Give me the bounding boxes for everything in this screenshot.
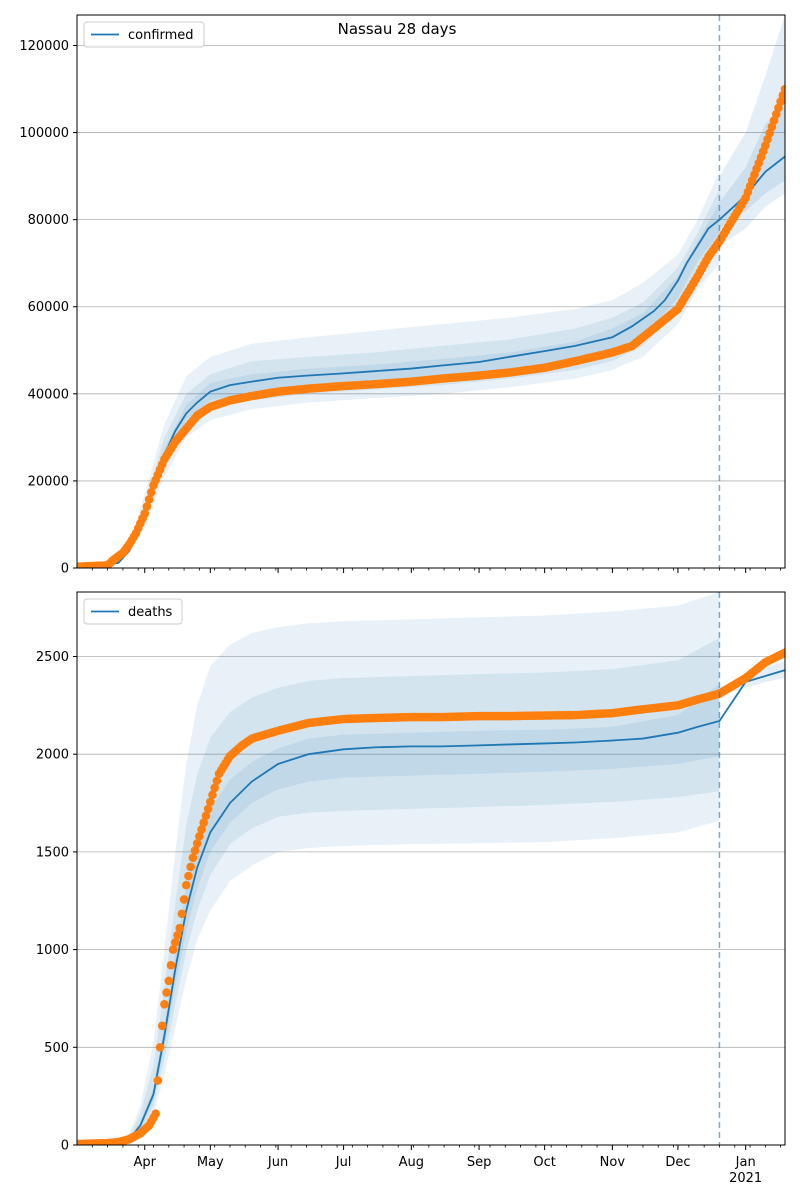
observed-point bbox=[153, 1076, 163, 1085]
observed-point bbox=[164, 976, 174, 986]
chart-panel-2: 0 500 1000 1500 2000 2500 Apr May Jun Jul Aug Sep Oc… bbox=[36, 591, 786, 1186]
y-tick-label: 20000 bbox=[28, 474, 69, 489]
y-tick-label: 0 bbox=[61, 562, 69, 577]
x-tick-label: Sep bbox=[467, 1155, 492, 1170]
x-tick-label: Oct bbox=[533, 1155, 555, 1170]
observed-point bbox=[160, 1000, 169, 1009]
observed-point bbox=[778, 91, 785, 100]
observed-point bbox=[197, 825, 206, 834]
figure-title: Nassau 28 days bbox=[337, 20, 457, 38]
y-tick-label: 60000 bbox=[28, 300, 69, 315]
x-tick-label: Aug bbox=[399, 1155, 424, 1170]
confidence-bands bbox=[77, 592, 785, 1145]
legend: deaths bbox=[83, 598, 183, 625]
x-tick-year-label: 2021 bbox=[729, 1171, 762, 1186]
y-tick-label: 500 bbox=[44, 1041, 69, 1056]
y-tick-label: 0 bbox=[61, 1139, 69, 1154]
observed-point bbox=[179, 895, 189, 904]
observed-point bbox=[195, 831, 204, 841]
confidence-bands bbox=[77, 15, 785, 568]
y-tick-label: 120000 bbox=[19, 39, 69, 54]
observed-point bbox=[142, 502, 152, 511]
plot-area bbox=[77, 15, 785, 568]
observed-point bbox=[144, 495, 154, 504]
legend: confirmed bbox=[83, 21, 205, 48]
y-tick-label: 1500 bbox=[36, 845, 69, 860]
legend-box bbox=[83, 598, 183, 625]
observed-point bbox=[140, 509, 150, 518]
observed-point bbox=[188, 853, 198, 863]
observed-points bbox=[77, 84, 785, 568]
y-tick-label: 2500 bbox=[36, 650, 69, 665]
observed-point bbox=[157, 1021, 167, 1031]
x-tick-label: Apr bbox=[133, 1155, 156, 1170]
observed-point bbox=[192, 839, 202, 848]
observed-point bbox=[168, 945, 178, 954]
observed-point bbox=[171, 938, 180, 947]
observed-point bbox=[780, 648, 785, 657]
legend-box bbox=[83, 21, 205, 48]
observed-point bbox=[212, 776, 222, 786]
observed-point bbox=[201, 811, 211, 821]
plot-area bbox=[77, 592, 785, 1145]
band-middle bbox=[77, 637, 720, 1145]
observed-point bbox=[780, 84, 785, 94]
x-tick-label: Nov bbox=[600, 1155, 626, 1170]
observed-point bbox=[162, 988, 171, 997]
observed-point bbox=[166, 960, 176, 970]
observed-point bbox=[177, 909, 187, 919]
band-inner bbox=[77, 683, 720, 1145]
observed-point bbox=[186, 862, 195, 872]
observed-point bbox=[203, 804, 213, 814]
forecast-band-outer bbox=[719, 15, 785, 246]
axes-frame bbox=[76, 591, 786, 1146]
observed-point bbox=[151, 1109, 160, 1119]
y-tick-label: 40000 bbox=[28, 387, 69, 402]
x-tick-label: Jan bbox=[735, 1155, 756, 1170]
chart-panel-1: 0 20000 40000 60000 80000 100000 120000 confirm… bbox=[19, 14, 786, 577]
observed-point bbox=[184, 871, 193, 881]
observed-point bbox=[181, 880, 191, 890]
y-tick-label: 100000 bbox=[19, 126, 69, 141]
axes-frame bbox=[76, 14, 786, 569]
y-tick-label: 1000 bbox=[36, 943, 69, 958]
y-tick-label: 80000 bbox=[28, 213, 69, 228]
observed-point bbox=[175, 923, 185, 933]
observed-point bbox=[155, 1042, 165, 1052]
observed-point bbox=[210, 783, 219, 793]
observed-point bbox=[146, 488, 156, 497]
x-tick-label: Jun bbox=[267, 1155, 288, 1170]
legend-label: deaths bbox=[128, 605, 173, 620]
x-tick-label: May bbox=[197, 1155, 224, 1170]
observed-point bbox=[199, 818, 209, 827]
y-tick-label: 2000 bbox=[36, 748, 69, 763]
band-outer bbox=[77, 592, 720, 1145]
observed-point bbox=[190, 846, 200, 855]
x-tick-label: Jul bbox=[335, 1155, 352, 1170]
observed-point bbox=[205, 797, 215, 807]
x-tick-label: Dec bbox=[665, 1155, 690, 1170]
observed-point bbox=[173, 930, 182, 940]
observed-points bbox=[77, 648, 785, 1145]
legend-label: confirmed bbox=[128, 28, 194, 43]
observed-point bbox=[208, 790, 217, 800]
